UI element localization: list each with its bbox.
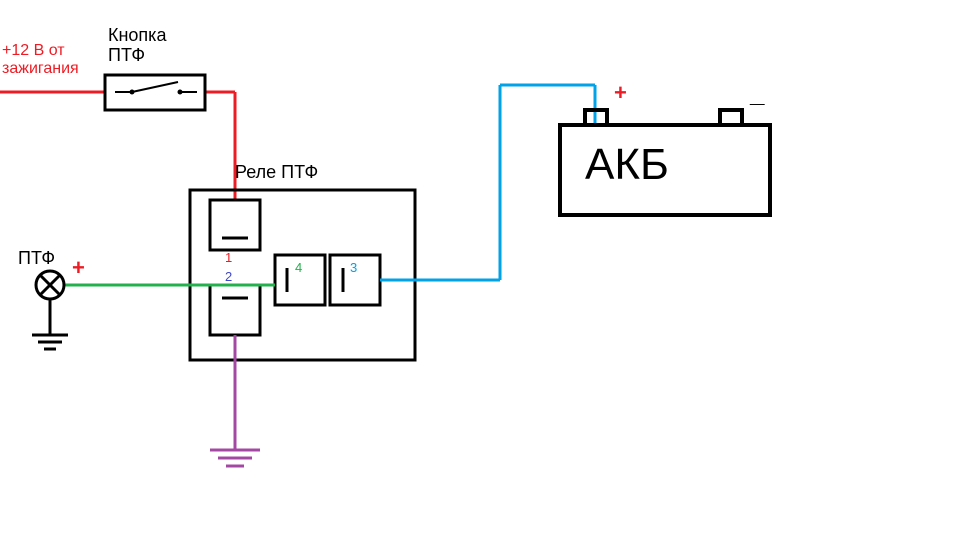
ignition-label-1: +12 В от — [2, 42, 65, 60]
wire-cyan — [380, 85, 595, 280]
ptf-plus: + — [72, 255, 85, 281]
wire-red — [0, 92, 235, 200]
ptf-label: ПТФ — [18, 248, 55, 269]
button-title-2: ПТФ — [108, 45, 145, 66]
battery-plus: + — [614, 80, 627, 106]
pin3-label: 3 — [350, 260, 357, 275]
button-switch — [105, 75, 205, 110]
relay-title: Реле ПТФ — [235, 162, 318, 183]
battery-label: АКБ — [585, 140, 669, 190]
wiring-diagram — [0, 0, 960, 540]
pin1-label: 1 — [225, 250, 232, 265]
pin4-label: 4 — [295, 260, 302, 275]
wire-purple — [210, 335, 260, 466]
relay-box — [190, 190, 415, 360]
ptf-lamp — [32, 271, 68, 349]
ignition-label-2: зажигания — [2, 60, 79, 78]
battery-minus: _ — [750, 78, 764, 109]
pin2-label: 2 — [225, 269, 232, 284]
button-title-1: Кнопка — [108, 25, 166, 46]
